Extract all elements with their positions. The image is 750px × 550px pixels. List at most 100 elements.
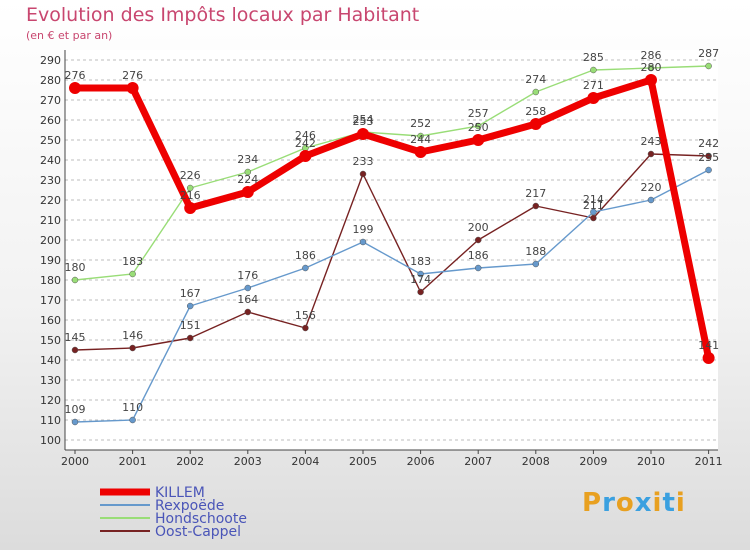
data-point-rexpo-de	[186, 302, 194, 310]
data-label-killem: 141	[698, 339, 719, 352]
data-point-hondschoote	[474, 122, 482, 130]
data-point-hondschoote	[417, 132, 424, 140]
data-point-oost-cappel	[647, 150, 655, 158]
data-label-hondschoote: 246	[295, 129, 316, 142]
y-tick-label: 220	[40, 194, 61, 207]
y-tick-label: 280	[40, 74, 61, 87]
y-tick-label: 150	[40, 334, 61, 347]
data-label-hondschoote: 234	[237, 153, 258, 166]
data-point-killem	[299, 150, 312, 162]
data-label-killem: 271	[583, 79, 604, 92]
data-point-oost-cappel	[129, 344, 136, 352]
y-tick-label: 140	[40, 354, 61, 367]
data-label-oost-cappel: 174	[410, 273, 431, 286]
x-tick-label: 2003	[234, 455, 262, 468]
data-point-killem	[357, 128, 369, 140]
data-label-killem: 253	[353, 115, 374, 128]
y-tick-label: 290	[40, 54, 61, 67]
data-point-killem	[69, 82, 81, 94]
data-label-oost-cappel: 146	[122, 329, 143, 342]
data-point-rexpo-de	[302, 264, 309, 272]
legend-label-hondschoote: Hondschoote	[155, 511, 247, 527]
data-point-killem	[472, 134, 485, 146]
x-tick-label: 2008	[522, 455, 550, 468]
logo-letter: o	[615, 488, 635, 518]
data-point-oost-cappel	[417, 288, 424, 296]
y-tick-label: 160	[40, 314, 61, 327]
data-label-hondschoote: 286	[641, 49, 662, 62]
data-label-oost-cappel: 243	[641, 135, 662, 148]
x-tick-label: 2010	[637, 455, 665, 468]
y-tick-label: 210	[40, 214, 61, 227]
legend-label-oost-cappel: Oost-Cappel	[155, 524, 241, 540]
data-point-oost-cappel	[590, 214, 597, 222]
data-point-rexpo-de	[532, 260, 540, 268]
x-tick-label: 2005	[349, 455, 377, 468]
y-tick-label: 190	[40, 254, 61, 267]
data-label-rexpo-de: 188	[525, 245, 546, 258]
data-point-rexpo-de	[705, 166, 712, 174]
data-label-killem: 280	[641, 61, 662, 74]
y-tick-label: 100	[40, 434, 61, 447]
data-point-oost-cappel	[359, 170, 367, 178]
data-label-hondschoote: 180	[65, 261, 86, 274]
data-label-rexpo-de: 214	[583, 193, 604, 206]
data-label-killem: 258	[525, 105, 546, 118]
data-point-oost-cappel	[705, 152, 712, 160]
data-point-oost-cappel	[244, 308, 252, 316]
proxiti-logo: Proxiti	[582, 488, 686, 518]
data-label-rexpo-de: 186	[295, 249, 316, 262]
data-point-rexpo-de	[474, 264, 482, 272]
chart-subtitle: (en € et par an)	[26, 29, 113, 42]
logo-letter: i	[652, 488, 663, 518]
chart-title: Evolution des Impôts locaux par Habitant	[26, 4, 420, 26]
data-label-oost-cappel: 156	[295, 309, 316, 322]
logo-letter: r	[602, 488, 616, 518]
data-point-hondschoote	[244, 168, 252, 176]
data-label-killem: 242	[295, 137, 316, 150]
y-tick-label: 180	[40, 274, 61, 287]
data-label-rexpo-de: 199	[353, 223, 374, 236]
data-point-rexpo-de	[244, 284, 252, 292]
data-point-rexpo-de	[647, 196, 655, 204]
data-point-rexpo-de	[417, 270, 424, 278]
data-point-hondschoote	[532, 88, 540, 96]
y-tick-label: 170	[40, 294, 61, 307]
logo-letter: i	[675, 488, 686, 518]
data-label-killem: 250	[468, 121, 489, 134]
data-point-rexpo-de	[359, 238, 367, 246]
data-label-hondschoote: 285	[583, 51, 604, 64]
series-line-oost-cappel	[74, 153, 709, 351]
data-label-oost-cappel: 145	[65, 331, 86, 344]
y-tick-label: 130	[40, 374, 61, 387]
y-tick-label: 250	[40, 134, 61, 147]
data-label-killem: 216	[180, 189, 201, 202]
data-point-oost-cappel	[532, 202, 540, 210]
data-label-killem: 244	[410, 133, 431, 146]
data-label-oost-cappel: 200	[468, 221, 489, 234]
data-label-hondschoote: 287	[698, 47, 719, 60]
series-line-hondschoote	[74, 65, 709, 281]
y-tick-label: 200	[40, 234, 61, 247]
data-label-killem: 224	[237, 173, 258, 186]
data-point-hondschoote	[71, 276, 79, 284]
data-label-hondschoote: 274	[525, 73, 546, 86]
data-label-rexpo-de: 183	[410, 255, 431, 268]
data-label-oost-cappel: 233	[353, 155, 374, 168]
y-tick-label: 110	[40, 414, 61, 427]
data-point-killem	[414, 146, 427, 158]
data-label-killem: 276	[122, 69, 143, 82]
x-tick-label: 2001	[119, 455, 147, 468]
y-tick-label: 270	[40, 94, 61, 107]
y-tick-label: 120	[40, 394, 61, 407]
data-point-killem	[241, 186, 254, 198]
legend-label-killem: KILLEM	[155, 485, 205, 501]
data-point-hondschoote	[129, 270, 136, 278]
data-label-oost-cappel: 151	[180, 319, 201, 332]
data-label-hondschoote: 254	[353, 113, 374, 126]
data-label-hondschoote: 183	[122, 255, 143, 268]
data-point-killem	[587, 92, 600, 104]
data-point-killem	[184, 202, 197, 214]
data-label-rexpo-de: 220	[641, 181, 662, 194]
x-tick-label: 2011	[695, 455, 723, 468]
